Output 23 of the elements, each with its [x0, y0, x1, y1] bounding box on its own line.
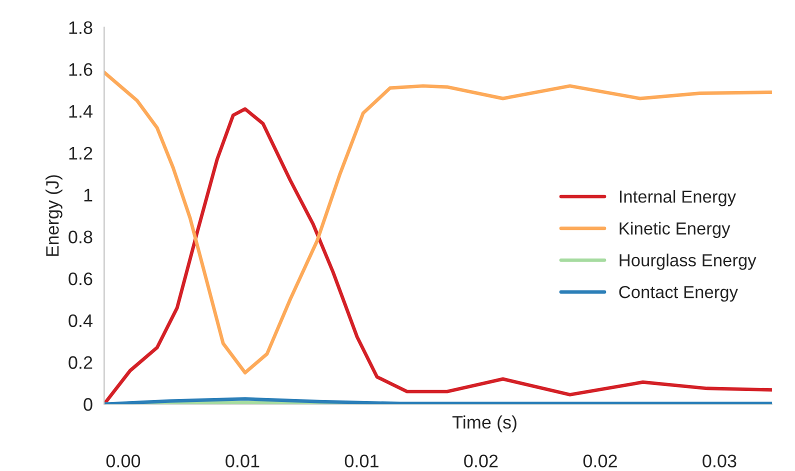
legend-label: Kinetic Energy: [620, 222, 730, 238]
y-tick-label: 1.4: [69, 105, 93, 118]
y-tick-label: 1.6: [69, 63, 92, 76]
y-axis-title: Energy (J): [46, 175, 62, 256]
y-tick-label: 1.8: [69, 21, 92, 34]
x-tick-label: 0.00: [106, 454, 140, 468]
legend-label: Contact Energy: [619, 286, 738, 302]
y-tick-label: 0: [84, 398, 92, 411]
y-tick-label: 0.8: [68, 230, 92, 244]
legend-label: Internal Energy: [620, 190, 736, 206]
x-tick-label: 0.02: [464, 454, 498, 468]
legend-label: Hourglass Energy: [620, 254, 756, 270]
y-tick-label: 0.2: [68, 356, 92, 369]
y-tick-label: 1.2: [69, 146, 92, 160]
y-tick-label: 0.6: [68, 272, 92, 286]
x-tick-label: 0.03: [702, 454, 736, 468]
y-tick-label: 0.4: [68, 314, 93, 328]
y-tick-label: 1: [84, 188, 92, 202]
x-tick-label: 0.01: [344, 454, 378, 468]
line-series: [104, 70, 772, 374]
x-axis-title: Time (s): [452, 415, 516, 432]
x-tick-label: 0.01: [226, 454, 260, 468]
x-tick-label: 0.02: [583, 454, 617, 468]
